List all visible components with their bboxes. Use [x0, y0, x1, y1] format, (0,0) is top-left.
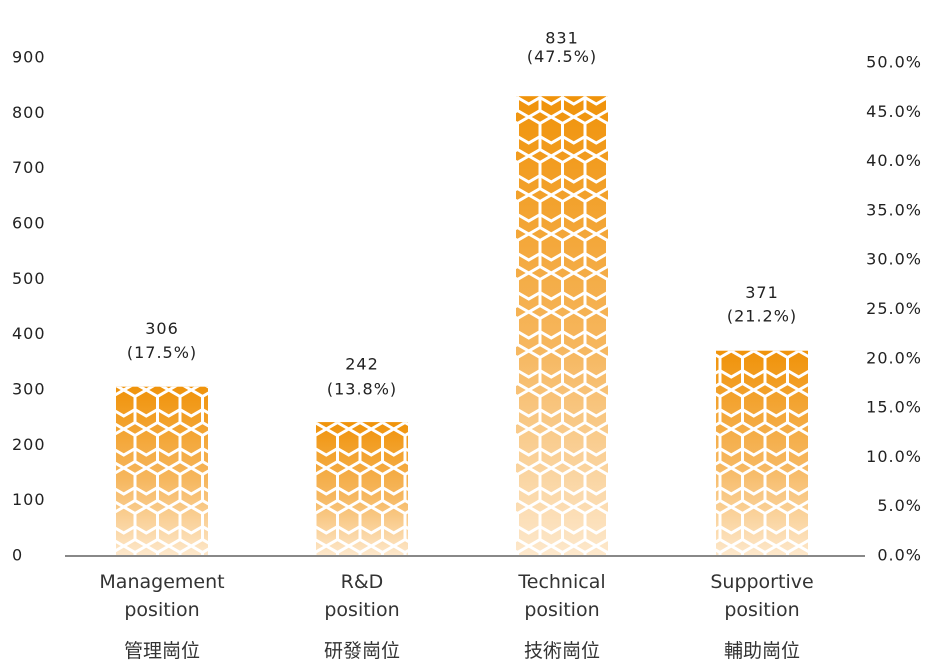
x-tick-label-zh: 管理崗位 — [124, 636, 200, 663]
y2-tick-label: 50.0% — [866, 53, 922, 72]
x-tick-label: Technical position — [518, 568, 605, 624]
y-tick-label: 0 — [12, 546, 23, 565]
x-tick-label-zh: 技術崗位 — [524, 636, 600, 663]
percent-label: (47.5%) — [527, 47, 597, 66]
bar-pattern — [116, 387, 208, 556]
y-tick-label: 800 — [12, 103, 46, 122]
x-tick-label-zh: 輔助崗位 — [724, 636, 800, 663]
value-label: 306 — [145, 319, 179, 338]
x-tick-label: Management position — [99, 568, 224, 624]
y2-tick-label: 35.0% — [866, 200, 922, 219]
y-tick-label: 600 — [12, 214, 46, 233]
page: 0 100 200 300 400 500 600 700 800 900 0.0% 5.0% 10.0… — [0, 0, 934, 663]
x-tick-label-zh: 研發崗位 — [324, 636, 400, 663]
bar-pattern — [316, 422, 408, 556]
y-tick-label: 500 — [12, 269, 46, 288]
value-label: 242 — [345, 355, 379, 374]
y2-tick-label: 25.0% — [866, 299, 922, 318]
y-tick-label: 700 — [12, 158, 46, 177]
y2-tick-label: 20.0% — [866, 348, 922, 367]
bar-pattern — [716, 351, 808, 556]
y-tick-label: 400 — [12, 324, 46, 343]
y-tick-label: 100 — [12, 490, 46, 509]
y-tick-label: 300 — [12, 380, 46, 399]
y2-tick-label: 10.0% — [866, 447, 922, 466]
x-tick-label: Supportive position — [710, 568, 813, 624]
bar-pattern — [516, 96, 608, 556]
percent-label: (21.2%) — [727, 306, 797, 325]
chart: 0 100 200 300 400 500 600 700 800 900 0.0% 5.0% 10.0… — [0, 0, 934, 663]
percent-label: (13.8%) — [327, 379, 397, 398]
y2-tick-label: 30.0% — [866, 250, 922, 269]
y2-tick-label: 45.0% — [866, 102, 922, 121]
y2-tick-label: 5.0% — [877, 496, 922, 515]
y2-tick-label: 40.0% — [866, 151, 922, 170]
y2-tick-label: 15.0% — [866, 398, 922, 417]
percent-label: (17.5%) — [127, 343, 197, 362]
value-label: 831 — [545, 29, 579, 48]
y2-tick-label: 0.0% — [877, 546, 922, 565]
y-tick-label: 200 — [12, 435, 46, 454]
value-label: 371 — [745, 283, 779, 302]
y-tick-label: 900 — [12, 48, 46, 67]
x-tick-label: R&D position — [324, 568, 399, 624]
